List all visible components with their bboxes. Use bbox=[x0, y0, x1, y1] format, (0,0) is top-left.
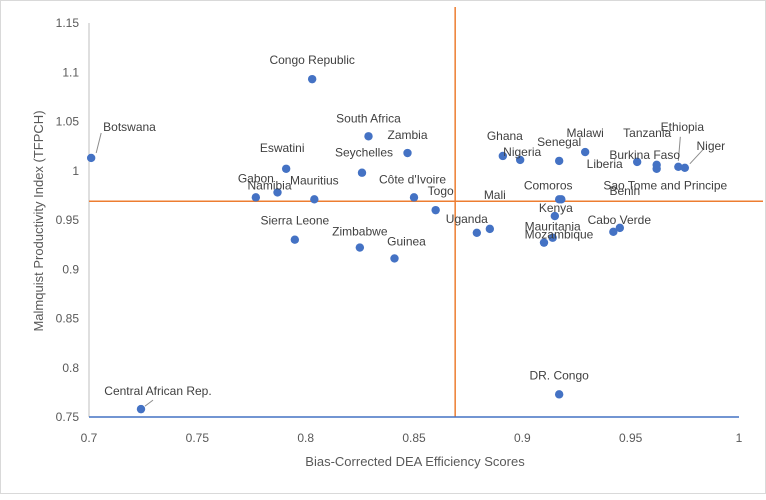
data-point bbox=[273, 188, 282, 197]
data-point bbox=[632, 157, 642, 167]
data-point bbox=[580, 147, 590, 157]
data-point bbox=[357, 168, 367, 177]
data-point bbox=[548, 233, 557, 242]
y-axis-title: Malmquist Productivity Index (TFPCH) bbox=[31, 110, 46, 331]
y-tick-label: 1.05 bbox=[56, 115, 80, 129]
tick-labels-layer: 0.7 0.75 0.8 0.85 0.9 0.95 10.750.80.850.90.95… bbox=[56, 16, 743, 445]
point-label: Cabo Verde bbox=[588, 213, 652, 227]
point-label: Gabon bbox=[238, 171, 274, 185]
point-label: Namibia bbox=[247, 178, 291, 192]
y-tick-label: 0.95 bbox=[56, 213, 80, 227]
point-label: Nigeria bbox=[503, 145, 541, 159]
y-tick-label: 1 bbox=[72, 164, 79, 178]
point-label: Congo Republic bbox=[269, 53, 354, 67]
label-leader-line bbox=[95, 132, 102, 154]
point-label: Senegal bbox=[537, 135, 581, 149]
point-label: Kenya bbox=[539, 201, 573, 215]
data-point bbox=[86, 153, 96, 163]
data-point bbox=[290, 235, 300, 244]
point-label: Uganda bbox=[446, 212, 488, 226]
point-label: Benin bbox=[609, 184, 640, 198]
data-point bbox=[472, 228, 482, 238]
data-point bbox=[652, 164, 661, 173]
point-label: Ethiopia bbox=[661, 120, 705, 134]
x-tick-label: 0.9 bbox=[514, 431, 531, 445]
y-tick-label: 0.9 bbox=[62, 262, 79, 276]
label-leader-line bbox=[677, 136, 681, 161]
point-label: DR. Congo bbox=[529, 368, 589, 382]
point-label: Zimbabwe bbox=[332, 225, 388, 239]
leader-lines-layer bbox=[95, 132, 704, 407]
points-layer bbox=[86, 74, 690, 414]
point-label: Zambia bbox=[387, 128, 427, 142]
data-point bbox=[498, 151, 508, 161]
x-tick-label: 1 bbox=[736, 431, 743, 445]
data-point bbox=[431, 205, 440, 215]
point-label: Eswatini bbox=[260, 141, 305, 155]
point-label: Ghana bbox=[487, 129, 523, 143]
point-label: Mali bbox=[484, 188, 506, 202]
data-point bbox=[554, 390, 564, 399]
data-point bbox=[609, 227, 618, 237]
data-point bbox=[557, 195, 566, 204]
point-label: Sierra Leone bbox=[260, 214, 329, 228]
label-leader-line bbox=[144, 399, 154, 407]
point-label: Central African Rep. bbox=[104, 384, 211, 398]
x-tick-label: 0.85 bbox=[402, 431, 426, 445]
data-point bbox=[409, 193, 419, 202]
y-tick-label: 0.8 bbox=[62, 361, 79, 375]
point-label: Liberia bbox=[587, 157, 623, 171]
data-point bbox=[485, 224, 495, 234]
data-point bbox=[310, 195, 319, 204]
x-axis-title: Bias-Corrected DEA Efficiency Scores bbox=[305, 454, 525, 469]
data-point bbox=[674, 162, 683, 172]
y-tick-label: 1.15 bbox=[56, 16, 80, 30]
y-tick-label: 0.75 bbox=[56, 410, 80, 424]
data-point bbox=[539, 238, 549, 247]
data-point bbox=[281, 164, 291, 173]
point-label: South Africa bbox=[336, 111, 401, 125]
point-label: Guinea bbox=[387, 234, 426, 248]
point-label: Mozambique bbox=[525, 228, 594, 242]
point-label: Côte d'Ivoire bbox=[379, 172, 446, 186]
point-label: Togo bbox=[428, 184, 454, 198]
data-point bbox=[364, 132, 373, 141]
point-label: Mauritius bbox=[290, 173, 339, 187]
data-point bbox=[136, 404, 146, 414]
data-point bbox=[390, 254, 399, 263]
point-label: Malawi bbox=[566, 126, 603, 140]
x-tick-label: 0.95 bbox=[619, 431, 643, 445]
point-label: Burkina Faso bbox=[609, 148, 680, 162]
point-label: Botswana bbox=[103, 120, 156, 134]
point-label: Sao Tome and Principe bbox=[603, 178, 727, 192]
point-label: Comoros bbox=[524, 178, 573, 192]
reference-lines-layer bbox=[88, 7, 763, 418]
point-labels-layer: Botswana Congo Republic South Africa Zambia… bbox=[103, 53, 727, 398]
data-point bbox=[307, 74, 317, 84]
point-label: Tanzania bbox=[623, 126, 671, 140]
data-point bbox=[615, 223, 625, 233]
data-point bbox=[355, 243, 365, 252]
data-point bbox=[550, 211, 560, 221]
x-tick-label: 0.8 bbox=[297, 431, 314, 445]
x-tick-label: 0.75 bbox=[186, 431, 210, 445]
data-point bbox=[515, 155, 525, 165]
y-tick-label: 0.85 bbox=[56, 312, 80, 326]
data-point bbox=[403, 148, 412, 158]
label-leader-line bbox=[689, 149, 704, 165]
x-tick-label: 0.7 bbox=[81, 431, 98, 445]
data-point bbox=[251, 193, 261, 202]
data-point bbox=[680, 163, 690, 172]
point-label: Niger bbox=[696, 139, 725, 153]
point-label: Seychelles bbox=[335, 146, 393, 160]
point-label: Mauritania bbox=[525, 220, 581, 234]
data-point bbox=[554, 156, 564, 166]
y-tick-label: 1.1 bbox=[62, 65, 79, 79]
